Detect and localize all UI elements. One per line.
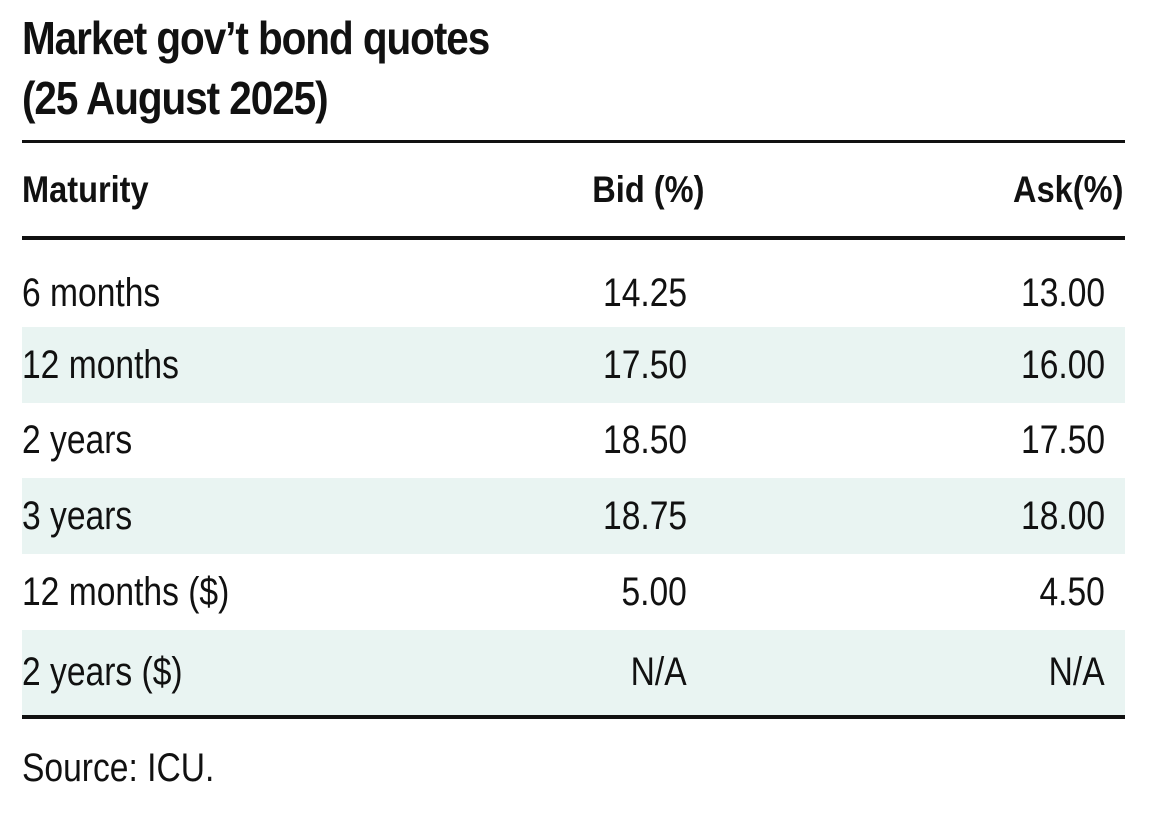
ask-cell: N/A — [1048, 650, 1105, 694]
maturity-cell: 12 months ($) — [22, 570, 230, 614]
table-row: 6 months 14.25 13.00 — [22, 260, 1125, 327]
maturity-cell: 3 years — [22, 494, 133, 538]
ask-cell: 4.50 — [1039, 570, 1105, 614]
maturity-cell: 2 years ($) — [22, 650, 183, 694]
ask-cell: 13.00 — [1020, 271, 1105, 315]
top-rule — [22, 140, 1125, 143]
ask-cell: 18.00 — [1020, 494, 1105, 538]
bottom-rule — [22, 715, 1125, 719]
bid-cell: N/A — [630, 650, 687, 694]
header-rule — [22, 236, 1125, 240]
header-bid: Bid (%) — [591, 169, 704, 210]
bid-cell: 18.50 — [602, 418, 687, 462]
bid-cell: 17.50 — [602, 343, 687, 387]
title-line-1: Market gov’t bond quotes — [22, 12, 490, 64]
ask-cell: 17.50 — [1020, 418, 1105, 462]
table-row: 2 years 18.50 17.50 — [22, 403, 1125, 478]
table-row: 3 years 18.75 18.00 — [22, 478, 1125, 554]
source-note: Source: ICU. — [22, 746, 215, 790]
page-title: Market gov’t bond quotes (25 August 2025… — [22, 8, 490, 128]
title-line-2: (25 August 2025) — [22, 72, 329, 124]
ask-cell: 16.00 — [1020, 343, 1105, 387]
bid-cell: 5.00 — [621, 570, 687, 614]
header-ask: Ask(%) — [1012, 169, 1123, 210]
table-row: 2 years ($) N/A N/A — [22, 630, 1125, 715]
table-row: 12 months ($) 5.00 4.50 — [22, 554, 1125, 630]
maturity-cell: 6 months — [22, 271, 161, 315]
bid-cell: 14.25 — [602, 271, 687, 315]
table-row: 12 months 17.50 16.00 — [22, 327, 1125, 403]
maturity-cell: 2 years — [22, 418, 133, 462]
maturity-cell: 12 months — [22, 343, 179, 387]
header-maturity: Maturity — [22, 169, 149, 210]
bid-cell: 18.75 — [602, 494, 687, 538]
